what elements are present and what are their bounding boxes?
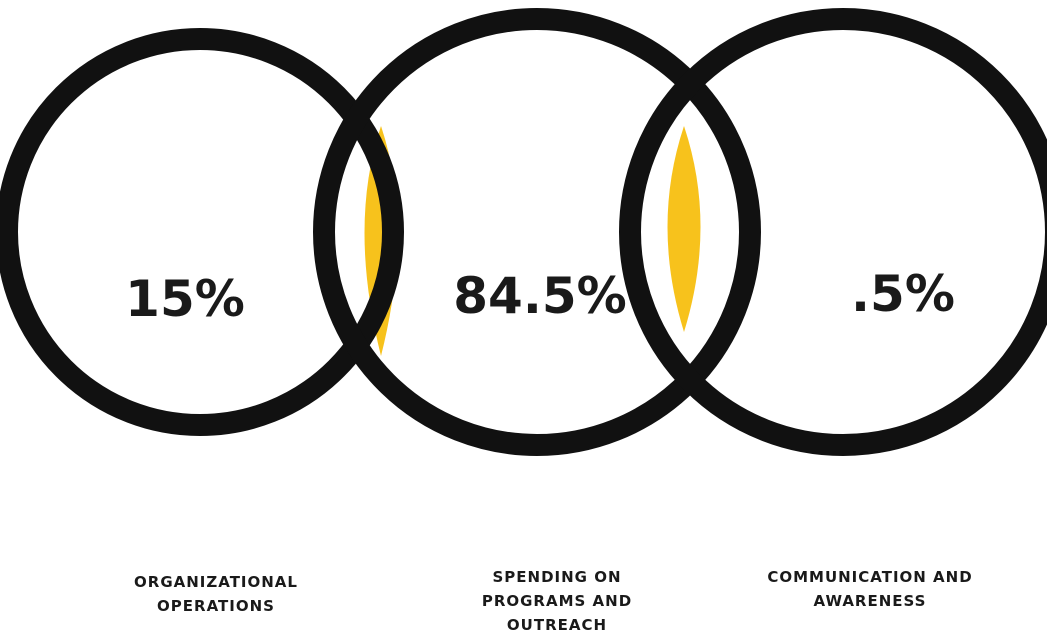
percent-organizational-operations: 15% <box>125 270 245 328</box>
percent-programs-outreach: 84.5% <box>453 267 626 325</box>
label-communication-awareness: COMMUNICATION AND AWARENESS <box>767 568 973 610</box>
circle-communication-awareness <box>619 8 1047 456</box>
percent-communication-awareness: .5% <box>851 265 955 323</box>
label-programs-outreach: SPENDING ON PROGRAMS AND OUTREACH <box>481 568 633 634</box>
label-organizational-operations: ORGANIZATIONAL OPERATIONS <box>134 573 298 615</box>
overlap-right-yellow <box>667 126 701 332</box>
circle-programs-outreach <box>313 8 761 456</box>
circle-organizational-operations <box>0 28 404 436</box>
